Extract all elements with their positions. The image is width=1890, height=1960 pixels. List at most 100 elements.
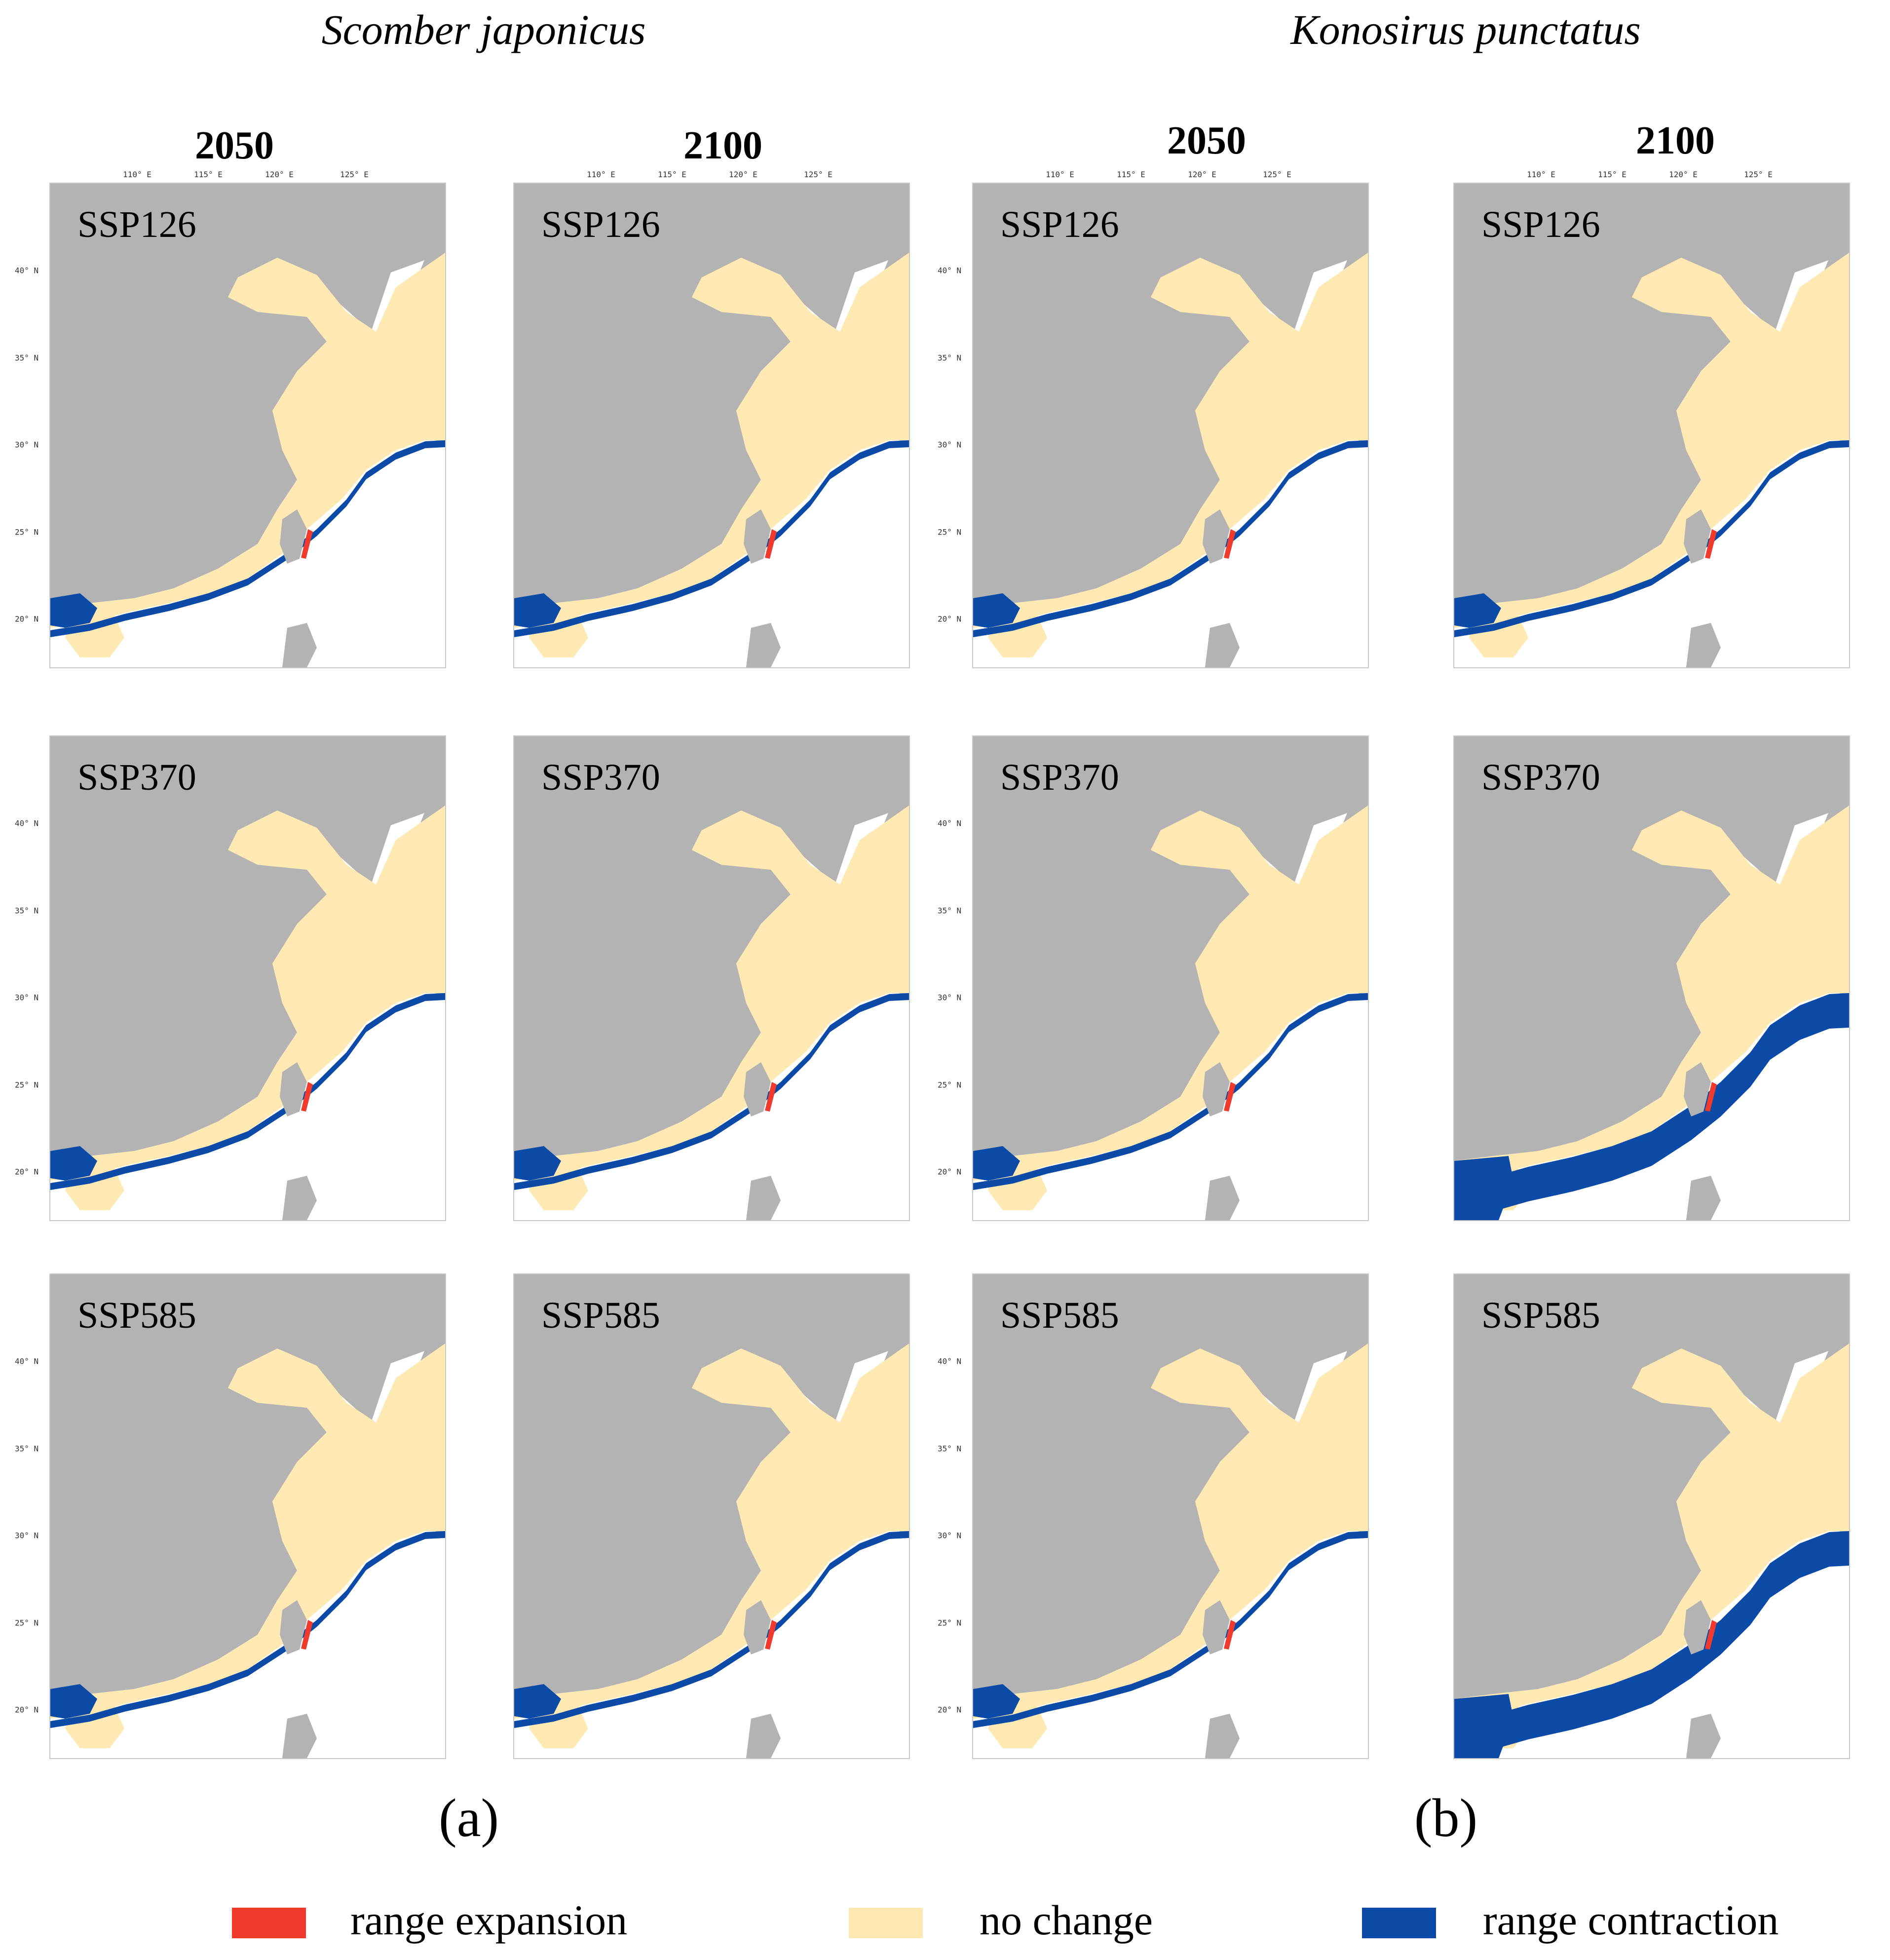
no-change-area	[1454, 1344, 1849, 1719]
taiwan-island	[1203, 1600, 1230, 1654]
range-change-map	[973, 184, 1368, 667]
contraction-gulf	[514, 1684, 561, 1719]
latitude-tick-label: 20° N	[15, 1167, 39, 1177]
longitude-tick-label: 110° E	[123, 170, 151, 179]
longitude-tick-label: 120° E	[265, 170, 294, 179]
longitude-tick-label: 110° E	[1046, 170, 1074, 179]
scenario-label: SSP126	[1000, 204, 1119, 245]
luzon-island	[282, 1176, 317, 1220]
contraction-band	[1454, 1531, 1849, 1756]
scenario-label: SSP126	[1481, 204, 1600, 245]
expansion-sliver	[301, 529, 313, 559]
no-change-area	[973, 806, 1368, 1181]
latitude-tick-label: 40° N	[15, 1356, 39, 1366]
scenario-label: SSP370	[1000, 757, 1119, 798]
continent-land	[514, 184, 909, 608]
latitude-tick-label: 40° N	[938, 818, 962, 828]
continent-land	[1454, 736, 1849, 1161]
latitude-tick-label: 35° N	[938, 353, 962, 363]
range-change-map	[1454, 736, 1849, 1220]
contraction-gulf	[50, 1684, 97, 1719]
latitude-tick-label: 25° N	[15, 527, 39, 537]
expansion-sliver	[1224, 1620, 1236, 1650]
expansion-sliver	[765, 529, 777, 559]
latitude-tick-label: 30° N	[15, 440, 39, 450]
luzon-island	[1205, 1714, 1240, 1758]
contraction-gulf	[973, 593, 1020, 628]
range-change-map	[1454, 1274, 1849, 1758]
taiwan-island	[744, 509, 771, 564]
continent-land	[50, 184, 445, 608]
scenario-label: SSP585	[1481, 1295, 1600, 1336]
latitude-tick-label: 30° N	[15, 1531, 39, 1540]
continent-land	[514, 736, 909, 1161]
longitude-tick-label: 120° E	[1669, 170, 1698, 179]
contraction-gulf	[50, 593, 97, 628]
contraction-gulf	[50, 1146, 97, 1181]
range-change-map	[50, 1274, 445, 1758]
latitude-tick-label: 20° N	[15, 1705, 39, 1715]
latitude-tick-label: 40° N	[15, 266, 39, 275]
longitude-tick-label: 120° E	[1188, 170, 1216, 179]
panel-letter-a: (a)	[438, 1788, 499, 1848]
contraction-band	[1454, 993, 1849, 1218]
luzon-island	[1686, 1176, 1721, 1220]
contraction-gulf	[973, 1684, 1020, 1719]
latitude-tick-label: 25° N	[938, 1618, 962, 1628]
map-panel: SSP370	[1453, 735, 1850, 1221]
map-panel: SSP370	[513, 735, 910, 1221]
latitude-tick-label: 20° N	[15, 614, 39, 624]
taiwan-island	[1684, 1062, 1711, 1116]
range-change-map	[973, 736, 1368, 1220]
legend-label-contraction: range contraction	[1483, 1896, 1779, 1944]
range-change-map	[514, 184, 909, 667]
map-panel: SSP585	[513, 1273, 910, 1759]
longitude-tick-label: 110° E	[1527, 170, 1555, 179]
scenario-label: SSP585	[1000, 1295, 1119, 1336]
map-panel: SSP126 110° E 115° E 120° E 125° E 40° N 35° N…	[15, 170, 446, 668]
continent-land	[973, 736, 1368, 1161]
year-label-b-2050: 2050	[1167, 119, 1246, 162]
longitude-tick-label: 125° E	[340, 170, 369, 179]
no-change-area	[514, 253, 909, 628]
luzon-island	[1205, 1176, 1240, 1220]
scenario-label: SSP585	[77, 1295, 196, 1336]
latitude-tick-label: 30° N	[15, 993, 39, 1002]
contraction-gulf	[1454, 593, 1501, 628]
longitude-tick-label: 115° E	[1598, 170, 1626, 179]
year-label-b-2100: 2100	[1636, 119, 1715, 162]
no-change-area	[973, 1344, 1368, 1719]
expansion-sliver	[1224, 1082, 1236, 1112]
no-change-area	[973, 253, 1368, 628]
latitude-tick-label: 35° N	[15, 1444, 39, 1454]
continent-land	[50, 1274, 445, 1699]
legend-swatch-contraction	[1362, 1908, 1436, 1938]
latitude-tick-label: 25° N	[938, 527, 962, 537]
continent-land	[50, 736, 445, 1161]
luzon-island	[282, 623, 317, 667]
latitude-tick-label: 30° N	[938, 1531, 962, 1540]
panel-letter-b: (b)	[1414, 1788, 1478, 1848]
taiwan-island	[280, 509, 307, 564]
scenario-label: SSP585	[541, 1295, 660, 1336]
longitude-tick-label: 115° E	[1117, 170, 1145, 179]
species-title-a: Scomber japonicus	[321, 6, 646, 53]
longitude-tick-label: 115° E	[658, 170, 686, 179]
scenario-label: SSP370	[77, 757, 196, 798]
no-change-area	[50, 253, 445, 628]
luzon-island	[1686, 623, 1721, 667]
map-panel: SSP126 110° E 115° E 120° E 125° E	[513, 170, 910, 668]
luzon-island	[1205, 623, 1240, 667]
expansion-sliver	[765, 1082, 777, 1112]
no-change-area	[50, 1344, 445, 1719]
expansion-sliver	[301, 1082, 313, 1112]
year-label-a-2050: 2050	[195, 124, 274, 167]
continent-land	[973, 184, 1368, 608]
latitude-tick-label: 35° N	[15, 906, 39, 916]
latitude-tick-label: 25° N	[15, 1080, 39, 1090]
map-panel: SSP585 40° N 35° N 30° N 25° N 20° N	[15, 1273, 446, 1759]
scenario-label: SSP126	[77, 204, 196, 245]
range-change-map	[514, 736, 909, 1220]
map-panel: SSP126 110° E 115° E 120° E 125° E	[1453, 170, 1850, 668]
luzon-island	[746, 623, 781, 667]
